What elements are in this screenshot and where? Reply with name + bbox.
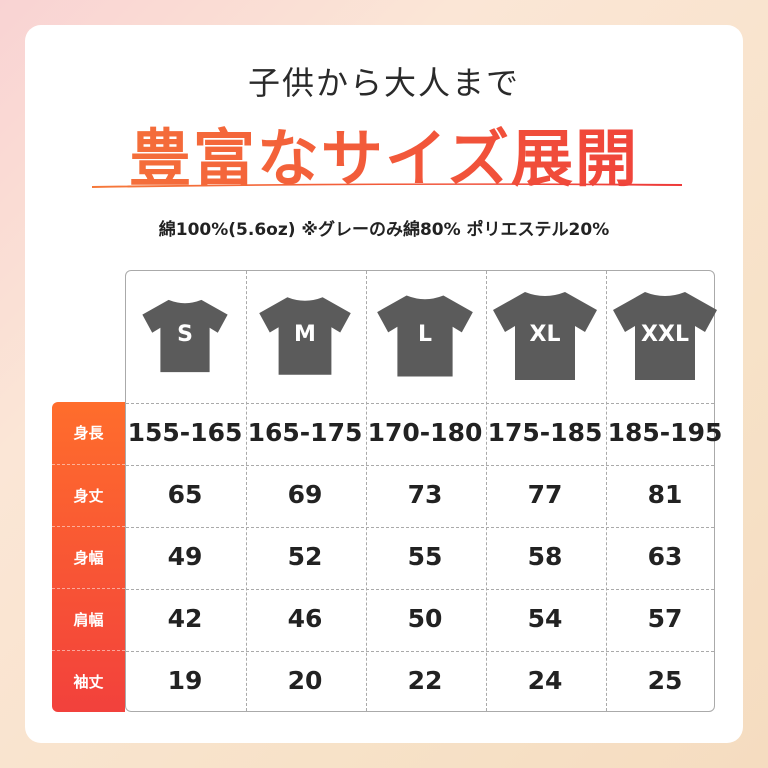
table-cell: 57 [647,604,683,633]
row-label: 肩幅 [52,588,125,650]
row-divider [126,403,714,404]
table-cell: 65 [167,480,203,509]
table-cell: 77 [527,480,563,509]
table-cell: 170-180 [367,418,483,447]
table-cell: 50 [407,604,443,633]
row-labels: 身長身丈 身幅 肩幅 袖丈 [52,402,125,712]
table-cell: 24 [527,666,563,695]
table-cell: 22 [407,666,443,695]
page-title: 豊富なサイズ展開 [0,108,768,198]
size-label: XL [529,322,561,347]
table-cell: 63 [647,542,683,571]
table-cell: 42 [167,604,203,633]
size-table [125,270,715,712]
subtitle: 子供から大人まで [247,64,520,102]
tshirt-l: L [365,270,485,402]
size-label: S [177,322,193,347]
tshirt-m: M [245,270,365,402]
column-divider [486,271,487,711]
row-label: 身幅 [52,526,125,588]
table-cell: 81 [647,480,683,509]
title-underline [92,183,682,188]
row-divider [126,651,714,652]
row-label: 身丈 [52,464,125,526]
material-note: 綿100%(5.6oz) ※グレーのみ綿80% ポリエステル20% [158,220,610,240]
tshirt-icon [377,295,473,377]
tshirt-xxl: XXL [605,270,725,402]
row-divider [126,465,714,466]
tshirt-s: S [125,270,245,402]
table-cell: 175-185 [487,418,603,447]
tshirt-icon [613,292,717,380]
tshirt-icon [142,299,228,373]
column-divider [606,271,607,711]
column-divider [246,271,247,711]
card [25,25,743,743]
table-cell: 19 [167,666,203,695]
table-cell: 20 [287,666,323,695]
size-label: L [417,322,433,347]
table-cell: 46 [287,604,323,633]
size-label: XXL [641,322,689,347]
table-cell: 73 [407,480,443,509]
table-cell: 52 [287,542,323,571]
tshirt-xl: XL [485,270,605,402]
table-cell: 69 [287,480,323,509]
size-label: M [294,322,316,347]
tshirt-icon [493,292,597,380]
table-cell: 54 [527,604,563,633]
row-divider [126,589,714,590]
row-label: 身長 [73,424,104,442]
table-cell: 155-165 [127,418,243,447]
table-cell: 25 [647,666,683,695]
tshirt-icon [259,297,351,375]
row-divider [126,527,714,528]
column-divider [366,271,367,711]
row-label: 袖丈 [52,650,125,712]
table-cell: 49 [167,542,203,571]
table-cell: 185-195 [607,418,723,447]
table-cell: 58 [527,542,563,571]
table-cell: 55 [407,542,443,571]
table-cell: 165-175 [247,418,363,447]
